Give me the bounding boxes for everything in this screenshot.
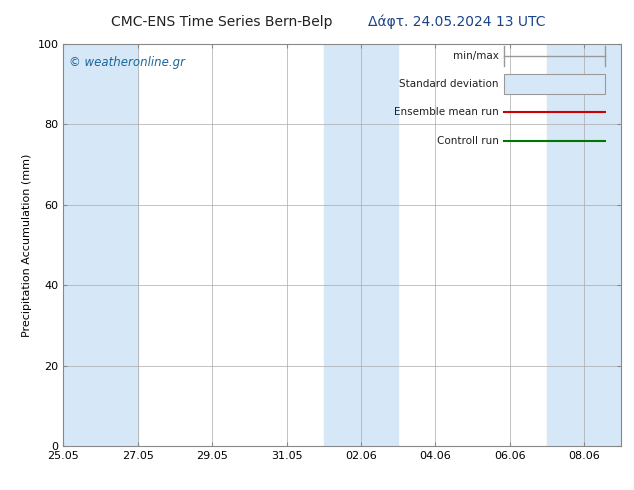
Text: Δάφτ. 24.05.2024 13 UTC: Δάφτ. 24.05.2024 13 UTC: [368, 15, 545, 29]
Text: © weatheronline.gr: © weatheronline.gr: [69, 56, 185, 69]
Bar: [324, 44, 398, 446]
Y-axis label: Precipitation Accumulation (mm): Precipitation Accumulation (mm): [22, 153, 32, 337]
Text: Controll run: Controll run: [437, 136, 498, 146]
Bar: [547, 44, 621, 446]
Text: Ensemble mean run: Ensemble mean run: [394, 107, 498, 118]
Text: Standard deviation: Standard deviation: [399, 79, 498, 89]
Text: CMC-ENS Time Series Bern-Belp: CMC-ENS Time Series Bern-Belp: [111, 15, 333, 29]
Bar: [63, 44, 138, 446]
Bar: [504, 74, 605, 95]
Text: min/max: min/max: [453, 51, 498, 61]
